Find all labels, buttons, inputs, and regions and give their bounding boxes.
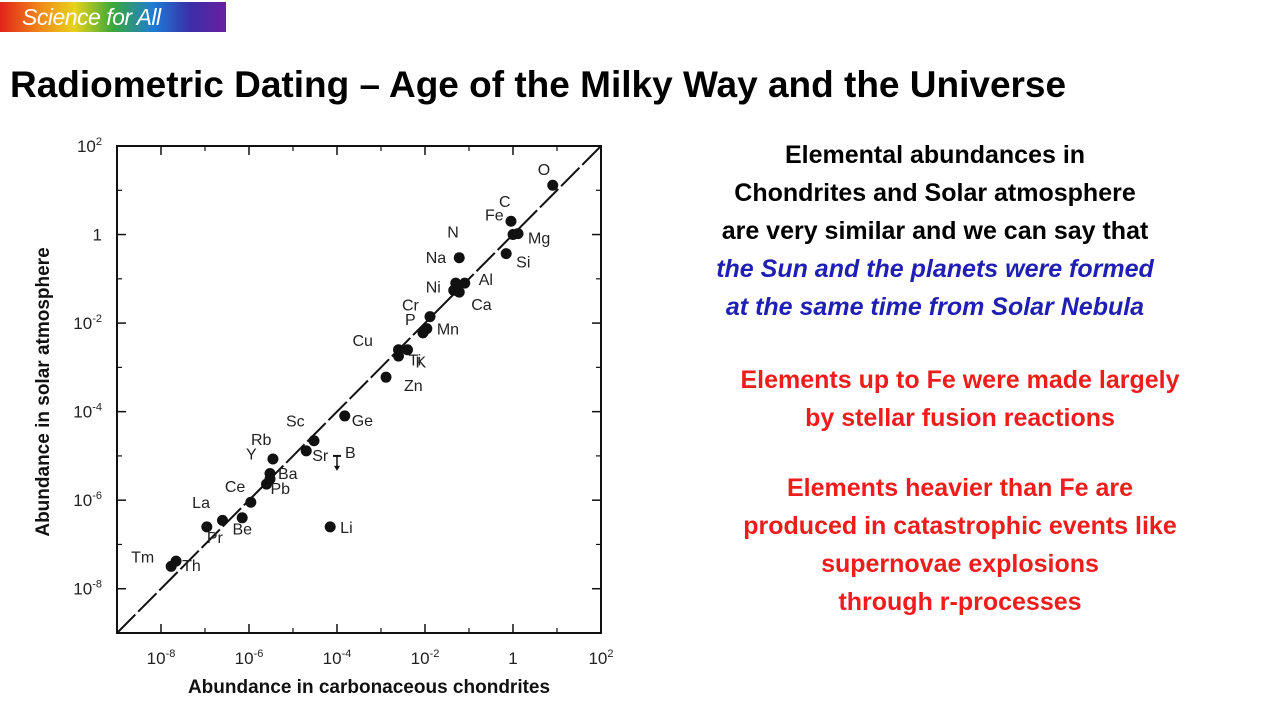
- point-label-N: N: [447, 225, 459, 242]
- point-label-Th: Th: [182, 558, 201, 575]
- p2-line-1: Elements up to Fe were made largely: [740, 366, 1180, 394]
- point-label-Zn: Zn: [404, 378, 423, 395]
- point-label-Li: Li: [340, 520, 352, 537]
- point-K: [401, 344, 413, 356]
- point-label-Sr: Sr: [312, 448, 329, 465]
- y-tick-label-3: 10-4: [73, 402, 102, 422]
- p3-line-1: Elements heavier than Fe are: [787, 474, 1133, 502]
- point-C: [505, 215, 517, 227]
- point-label-Ba: Ba: [278, 466, 298, 483]
- point-Cr: [424, 311, 436, 323]
- x-tick-label-4: 1: [508, 649, 517, 668]
- x-tick-label-3: 10-2: [411, 648, 440, 668]
- point-label-B: B: [345, 445, 356, 462]
- point-label-Fe: Fe: [485, 208, 504, 225]
- point-label-P: P: [405, 312, 416, 329]
- point-Li: [324, 521, 336, 533]
- point-label-Mg: Mg: [528, 231, 550, 248]
- y-tick-label-4: 10-6: [73, 490, 102, 510]
- p1-line-1: Elemental abundances in: [784, 141, 1086, 169]
- x-tick-label-5: 102: [588, 648, 613, 668]
- point-Zn: [380, 371, 392, 383]
- point-label-Si: Si: [516, 255, 530, 272]
- p1-line-2: Chondrites and Solar atmosphere: [734, 179, 1136, 207]
- point-O: [547, 179, 559, 191]
- point-label-Ti: Ti: [409, 353, 422, 370]
- point-label-Rb: Rb: [251, 432, 272, 449]
- point-label-Tm: Tm: [131, 549, 154, 566]
- point-N: [453, 252, 465, 264]
- point-label-Cr: Cr: [402, 298, 420, 315]
- p1-line-3: are very similar and we can say that: [721, 217, 1149, 245]
- p3-line-4: through r-processes: [838, 588, 1082, 616]
- p1-emphasis-line-1: the Sun and the planets were formed: [716, 255, 1154, 283]
- point-label-Be: Be: [233, 521, 253, 538]
- point-Rb: [267, 453, 279, 465]
- y-tick-label-0: 102: [77, 136, 102, 156]
- point-label-O: O: [538, 162, 550, 179]
- point-Ge: [339, 410, 351, 422]
- p2-line-2: by stellar fusion reactions: [805, 404, 1115, 432]
- point-Pb: [261, 478, 273, 490]
- y-tick-label-5: 10-8: [73, 579, 102, 599]
- x-axis-label: Abundance in carbonaceous chondrites: [188, 677, 550, 698]
- point-Si: [500, 248, 512, 260]
- point-Be: [217, 514, 229, 526]
- point-Al: [459, 277, 471, 289]
- point-label-Ge: Ge: [352, 413, 373, 430]
- point-Ce: [245, 496, 257, 508]
- point-label-C: C: [499, 194, 511, 211]
- point-B: [334, 465, 340, 471]
- r-process-paragraph: Elements heavier than Fe are produced in…: [640, 469, 1280, 621]
- similarity-paragraph: Elemental abundances in Chondrites and S…: [640, 136, 1230, 326]
- point-label-Cu: Cu: [353, 333, 373, 350]
- x-tick-label-0: 10-8: [147, 648, 176, 668]
- point-label-K: K: [415, 355, 426, 372]
- p3-line-3: supernovae explosions: [821, 550, 1099, 578]
- y-axis-label: Abundance in solar atmosphere: [33, 247, 54, 536]
- point-label-Ca: Ca: [471, 297, 492, 314]
- x-tick-label-1: 10-6: [235, 648, 264, 668]
- point-Pr: [201, 521, 213, 533]
- point-label-Y: Y: [246, 447, 257, 464]
- point-Sc: [308, 435, 320, 447]
- point-Sr: [300, 445, 312, 457]
- point-label-Pr: Pr: [207, 530, 224, 547]
- point-label-La: La: [192, 495, 210, 512]
- point-La: [236, 512, 248, 524]
- point-Mn: [421, 323, 433, 335]
- x-tick-label-2: 10-4: [323, 648, 352, 668]
- point-Mg: [512, 228, 524, 240]
- point-label-Ce: Ce: [225, 479, 246, 496]
- point-Ti: [393, 344, 405, 356]
- point-label-Al: Al: [479, 272, 493, 289]
- point-Ca: [453, 286, 465, 298]
- p1-emphasis-line-2: at the same time from Solar Nebula: [725, 293, 1145, 321]
- logo-banner: Science for All: [0, 2, 226, 32]
- point-label-Sc: Sc: [286, 414, 305, 431]
- y-tick-label-1: 1: [93, 226, 102, 245]
- point-Th: [170, 555, 182, 567]
- point-label-Na: Na: [426, 250, 447, 267]
- p3-line-2: produced in catastrophic events like: [743, 512, 1177, 540]
- point-label-Pb: Pb: [271, 481, 291, 498]
- page-title: Radiometric Dating – Age of the Milky Wa…: [10, 64, 1067, 105]
- y-tick-label-2: 10-2: [73, 313, 102, 333]
- identity-line: [116, 145, 602, 634]
- logo-text: Science for All: [22, 4, 161, 30]
- abundance-scatter-chart: 10-8 10-6 10-4 10-2 1 102 102 1 10-2 10-4 10-6 10-8…: [33, 136, 614, 698]
- point-label-Mn: Mn: [437, 322, 459, 339]
- fusion-paragraph: Elements up to Fe were made largely by s…: [640, 361, 1280, 437]
- point-label-Ni: Ni: [426, 279, 441, 296]
- plot-frame: [116, 145, 602, 634]
